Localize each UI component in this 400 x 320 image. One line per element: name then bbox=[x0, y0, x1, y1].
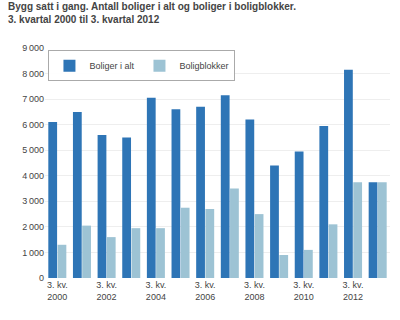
svg-text:3. kv.2010: 3. kv.2010 bbox=[293, 280, 314, 302]
svg-text:7 000: 7 000 bbox=[22, 94, 44, 104]
svg-text:4 000: 4 000 bbox=[22, 171, 44, 181]
svg-text:9 000: 9 000 bbox=[22, 43, 44, 53]
svg-text:8 000: 8 000 bbox=[22, 69, 44, 79]
svg-text:6 000: 6 000 bbox=[22, 120, 44, 130]
svg-text:3. kv.2006: 3. kv.2006 bbox=[195, 280, 216, 302]
svg-text:3. kv.2000: 3. kv.2000 bbox=[47, 280, 68, 302]
svg-text:3. kv.2002: 3. kv.2002 bbox=[96, 280, 117, 302]
svg-text:1 000: 1 000 bbox=[22, 248, 44, 258]
svg-text:3. kv.2004: 3. kv.2004 bbox=[145, 280, 166, 302]
svg-text:Bygg satt i gang. Antall bolig: Bygg satt i gang. Antall boliger i alt o… bbox=[8, 1, 296, 25]
svg-text:2 000: 2 000 bbox=[22, 222, 44, 232]
svg-text:5 000: 5 000 bbox=[22, 145, 44, 155]
svg-text:Boligblokker: Boligblokker bbox=[179, 61, 228, 71]
svg-text:3. kv.2012: 3. kv.2012 bbox=[343, 280, 364, 302]
svg-text:3 000: 3 000 bbox=[22, 196, 44, 206]
svg-text:3. kv.2008: 3. kv.2008 bbox=[244, 280, 265, 302]
svg-text:Boliger i alt: Boliger i alt bbox=[89, 61, 134, 71]
svg-text:0: 0 bbox=[39, 273, 44, 283]
